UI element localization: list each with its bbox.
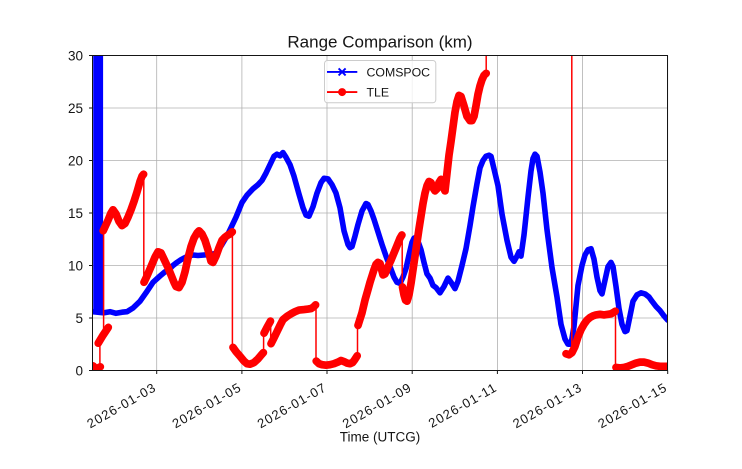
svg-text:COMSPOC: COMSPOC bbox=[367, 65, 431, 79]
svg-text:TLE: TLE bbox=[367, 86, 390, 100]
svg-text:0: 0 bbox=[75, 363, 83, 378]
svg-text:25: 25 bbox=[68, 101, 83, 116]
svg-text:Range Comparison (km): Range Comparison (km) bbox=[287, 33, 472, 52]
svg-text:5: 5 bbox=[75, 311, 83, 326]
svg-text:15: 15 bbox=[68, 206, 83, 221]
svg-text:30: 30 bbox=[68, 48, 83, 63]
svg-text:10: 10 bbox=[68, 258, 83, 273]
svg-text:Time (UTCG): Time (UTCG) bbox=[340, 430, 421, 445]
svg-text:20: 20 bbox=[68, 153, 83, 168]
